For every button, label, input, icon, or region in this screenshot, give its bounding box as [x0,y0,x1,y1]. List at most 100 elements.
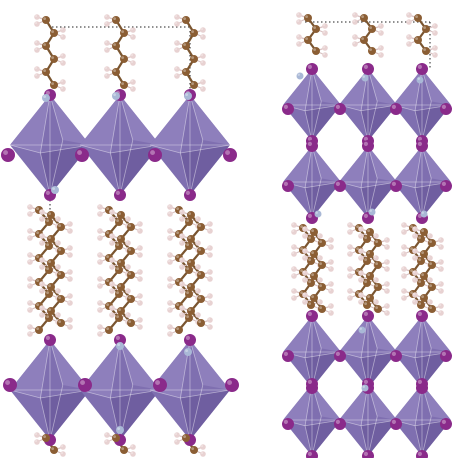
left-mid-chain-a-1-hydrogen [97,300,103,306]
left-mid-chain-b-1-hydrogen [109,209,115,215]
left-mid-chain-b-2-carbon [187,283,195,291]
right-mid-chain-a-2-hydrogen [427,233,433,239]
left-mid-chain-a-0-hydrogen [27,228,33,234]
left-mid-chain-b-0-hydrogen [67,293,73,299]
right-top-chain-0-hydrogen [296,34,302,40]
right-mid-chain-a-2-hydrogen [401,266,407,272]
right-mid-chain-b-0-hydrogen [302,226,308,232]
right-mid-chain-b-2-carbon [420,294,428,302]
left-mid-chain-a-1-hydrogen [97,324,103,330]
right-mid-chain-b-2-hydrogen [412,226,418,232]
right-top-chain-0-carbon [304,36,312,44]
left-upper-chain-0-hydrogen [60,79,66,85]
right-row1-octahedron-1 [339,146,397,218]
left-mid-chain-a-2-hydrogen [167,228,173,234]
left-bottom-chain-2-hydrogen [200,451,206,457]
right-mid-chain-a-1-hydrogen [347,229,353,235]
right-top-chain-2-hydrogen [432,23,438,29]
right-mid-chain-b-2-hydrogen [438,303,444,309]
left-mid-chain-b-2-hydrogen [179,257,185,263]
left-nitrogen-0 [42,94,50,102]
left-mid-chain-a-0-hydrogen [55,288,61,294]
left-mid-chain-a-0-hydrogen [27,235,33,241]
left-upper-chain-2-carbon [182,16,190,24]
left-mid-chain-b-2-carbon [197,319,205,327]
left-upper-octahedron-2 [150,95,230,195]
left-mid-chain-a-0-hydrogen [27,211,33,217]
left-mid-chain-b-0-hydrogen [67,269,73,275]
right-top-chain-0-hydrogen [322,45,328,51]
left-mid-chain-b-2-hydrogen [179,216,185,222]
right-mid-chain-b-1-hydrogen [384,281,390,287]
left-mid-chain-b-0-hydrogen [39,216,45,222]
right-mid-chain-b-0-hydrogen [302,277,308,283]
left-lower-octahedron-0 [10,340,90,440]
left-mid-chain-b-2-carbon [187,259,195,267]
left-mid-chain-b-0-carbon [57,271,65,279]
left-mid-chain-b-0-carbon [47,259,55,267]
left-mid-chain-a-1-hydrogen [97,211,103,217]
left-upper-chain-2-hydrogen [174,73,180,79]
right-top-chain-2-carbon [422,25,430,33]
left-upper-chain-0-carbon [42,16,50,24]
right-mid-chain-b-2-hydrogen [412,248,418,254]
left-mid-chain-b-0-carbon [57,319,65,327]
right-mid-chain-b-1-hydrogen [384,237,390,243]
left-mid-chain-b-2-carbon [197,271,205,279]
left-mid-chain-a-1-hydrogen [125,312,131,318]
left-bottom-chain-1-hydrogen [104,432,110,438]
left-mid-chain-a-2-carbon [185,218,193,226]
left-lower-iodide-eq-3 [225,378,239,392]
right-mid-chain-a-2-carbon [417,257,425,265]
right-mid-chain-a-2-hydrogen [401,222,407,228]
left-lower-iodide-eq-0 [3,378,17,392]
left-bottom-chain-1-hydrogen [104,439,110,445]
left-mid-chain-a-2-hydrogen [167,252,173,258]
right-row3-iodide-eq-0 [282,418,294,430]
left-mid-chain-b-1-hydrogen [109,305,115,311]
left-mid-chain-b-1-hydrogen [109,281,115,287]
left-nitrogen-4 [116,342,124,350]
right-row2-iodide-eq-2 [390,350,402,362]
right-mid-chain-a-1-hydrogen [373,233,379,239]
right-top-chain-1-hydrogen [378,45,384,51]
right-top-chain-1-hydrogen [352,34,358,40]
right-mid-chain-b-0-hydrogen [328,259,334,265]
left-upper-chain-0-hydrogen [34,66,40,72]
left-mid-chain-a-0-hydrogen [55,312,61,318]
right-mid-chain-b-0-hydrogen [328,281,334,287]
left-mid-chain-b-1-hydrogen [137,276,143,282]
right-mid-chain-b-1-carbon [374,239,382,247]
left-upper-chain-1-hydrogen [104,47,110,53]
left-mid-chain-a-0-hydrogen [27,259,33,265]
left-mid-chain-b-0-carbon [57,223,65,231]
left-mid-chain-a-2-hydrogen [167,324,173,330]
left-mid-chain-a-1-hydrogen [97,276,103,282]
left-mid-chain-b-0-hydrogen [67,317,73,323]
right-nitrogen-4 [369,209,376,216]
right-mid-chain-b-0-carbon [318,239,326,247]
right-mid-chain-a-0-carbon [307,257,315,265]
right-nitrogen-0 [297,73,304,80]
right-top-chain-0-hydrogen [322,52,328,58]
left-mid-chain-b-0-hydrogen [39,209,45,215]
right-mid-chain-b-0-hydrogen [328,244,334,250]
right-row3-octahedron-1 [339,384,397,456]
right-mid-chain-a-0-carbon [307,235,315,243]
left-mid-chain-b-1-hydrogen [137,324,143,330]
left-mid-chain-b-2-hydrogen [207,324,213,330]
right-mid-chain-b-1-hydrogen [358,292,364,298]
left-mid-chain-a-1-hydrogen [97,331,103,337]
right-row0-iodide-eq-2 [390,103,402,115]
right-row1-iodide-eq-3 [440,180,452,192]
left-nitrogen-1 [112,92,120,100]
left-mid-chain-a-1-hydrogen [97,307,103,313]
left-mid-chain-b-1-carbon [117,283,125,291]
right-mid-chain-b-0-hydrogen [328,310,334,316]
left-mid-chain-b-0-carbon [47,307,55,315]
left-mid-chain-b-1-hydrogen [109,312,115,318]
left-mid-chain-b-1-hydrogen [137,300,143,306]
right-row0-iodide-eq-1 [334,103,346,115]
left-bottom-chain-1-hydrogen [130,444,136,450]
right-mid-chain-b-0-hydrogen [328,237,334,243]
